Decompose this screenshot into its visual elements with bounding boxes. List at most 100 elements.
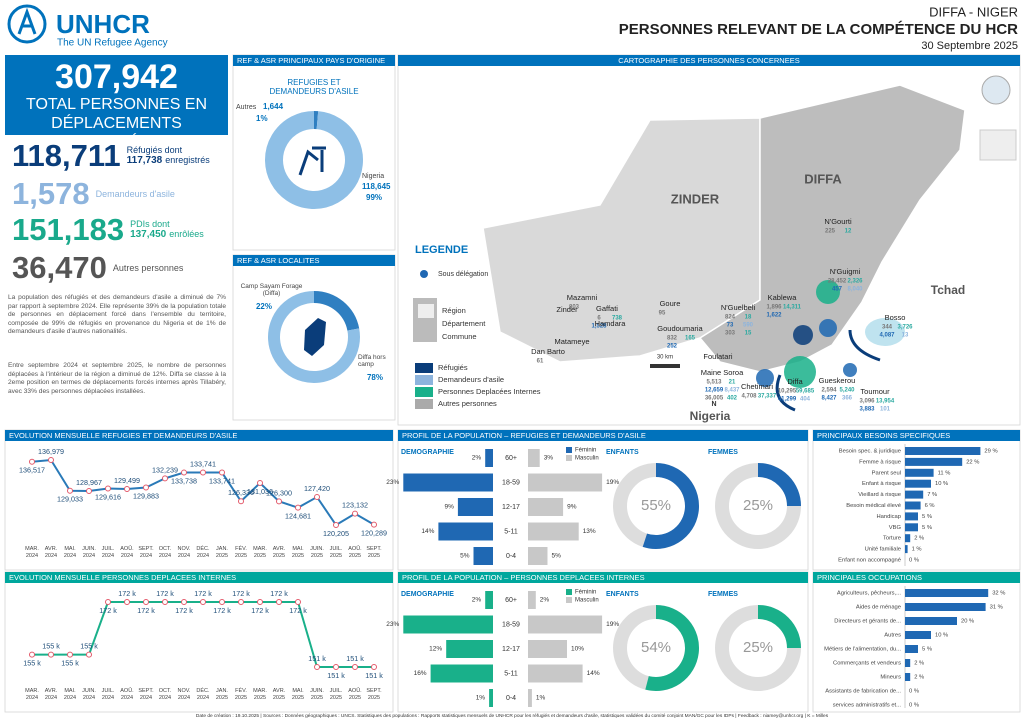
x-tick-label: SEPT. 2025 <box>366 688 382 701</box>
bar <box>905 468 934 477</box>
marker <box>86 651 92 658</box>
category-label: Parent seul <box>872 470 901 476</box>
data-label: 5% <box>460 553 470 560</box>
bar <box>905 534 911 543</box>
bar-female <box>485 449 493 467</box>
bar-female <box>403 615 493 634</box>
data-label: 22 % <box>966 459 979 465</box>
data-label: 10 % <box>935 481 948 487</box>
bar-female <box>446 640 493 658</box>
legend-label: Autres personnes <box>438 399 497 408</box>
bar <box>905 490 924 499</box>
place-figure: 366 <box>842 396 853 402</box>
data-label: 127,420 <box>304 484 330 493</box>
category-label: Aides de ménage <box>856 605 901 611</box>
section-header <box>5 572 393 583</box>
data-label: 123,132 <box>342 501 368 510</box>
lake-chad <box>865 318 905 346</box>
legend-label: Personnes Deplacées Internes <box>438 387 541 396</box>
data-label: 172 k <box>289 606 307 615</box>
x-tick-label: NOV. 2024 <box>177 688 191 701</box>
bar-male <box>528 664 583 683</box>
marker <box>67 487 73 494</box>
section-title: PROFIL DE LA POPULATION – REFUGIES ET DE… <box>402 431 646 440</box>
marker <box>143 484 149 491</box>
age-label: 5-11 <box>504 670 518 677</box>
place-figure: 13,954 <box>876 399 895 405</box>
place-figure: 3,883 <box>859 407 875 413</box>
category-label: Assistants de fabrication de... <box>825 689 901 695</box>
region-label: DIFFA <box>804 171 842 186</box>
bar <box>905 545 908 554</box>
x-tick-label: MAI. 2025 <box>291 546 305 559</box>
marker <box>67 651 73 658</box>
place-figure: 165 <box>685 336 696 342</box>
section-title: REF & ASR LOCALITES <box>237 256 320 265</box>
gauge-title: FEMMES <box>708 591 738 598</box>
bar-male <box>528 640 567 658</box>
kpi-sub: 117,738 enregistrés <box>127 155 210 167</box>
section-title: REF & ASR PRINCIPAUX PAYS D'ORIGINE <box>237 56 385 65</box>
category-label: Directeurs et gérants de... <box>834 619 901 625</box>
x-tick-label: JUIN. 2025 <box>310 688 324 701</box>
gauge-title: ENFANTS <box>606 591 639 598</box>
marker <box>181 599 187 605</box>
data-label: 172 k <box>213 606 231 615</box>
bar <box>905 447 981 455</box>
place-figure: 4,087 <box>879 333 895 339</box>
x-tick-label: AVR. 2025 <box>272 688 286 701</box>
marker <box>124 485 130 492</box>
pie-label: Nigeria <box>362 173 384 180</box>
x-tick-label: MAI. 2025 <box>291 688 305 701</box>
place-figure: 8,427 <box>821 396 837 402</box>
kpi-label: PDIs dont <box>130 218 170 229</box>
place-figure: 10,295 <box>778 389 797 395</box>
data-label: 128,967 <box>76 478 102 487</box>
category-label: services administratifs et... <box>833 703 902 709</box>
section-header <box>398 55 1020 66</box>
place-name: Kablewa <box>768 293 798 302</box>
title: PERSONNES RELEVANT DE LA COMPÉTENCE DU H… <box>619 21 1018 38</box>
bar-female <box>485 591 493 609</box>
logo-emblem <box>7 4 47 44</box>
x-tick-label: FÉV. 2025 <box>234 688 248 701</box>
data-label: 151 k <box>346 654 364 663</box>
place-name: Chetimari <box>741 382 773 391</box>
section-header <box>233 255 395 266</box>
legend-patch <box>418 304 434 318</box>
data-label: 155 k <box>61 659 79 668</box>
category-label: Agriculteurs, pêcheurs,... <box>837 591 902 597</box>
bar <box>905 523 918 532</box>
x-tick-label: DÉC. 2024 <box>196 688 210 701</box>
kpi-row: 151,183 PDIs dont 137,450 enrôlées <box>12 212 227 248</box>
data-label: 10 % <box>935 633 948 639</box>
marker <box>333 522 339 528</box>
legend-label: Réfugiés <box>438 363 468 372</box>
place-name: Maine Soroa <box>701 368 744 377</box>
category-label: Torture <box>883 536 901 542</box>
diffa-region <box>698 84 966 373</box>
place-figure: 6 <box>597 316 601 322</box>
bar <box>905 457 963 466</box>
kpi-sub: 137,450 enrôlées <box>130 229 204 241</box>
x-tick-label: MAR. 2024 <box>25 546 39 559</box>
section-title: PRINCIPALES OCCUPATIONS <box>817 573 922 582</box>
x-tick-label: AOÛ. 2024 <box>120 546 134 559</box>
data-label: 120,289 <box>361 529 387 538</box>
data-label: 6 % <box>925 503 935 509</box>
section-header <box>398 430 808 441</box>
age-label: 5-11 <box>504 528 518 535</box>
bar-female <box>473 547 493 565</box>
kpi-row: 118,711 Réfugiés dont 117,738 enregistrés <box>12 138 227 174</box>
marker <box>162 599 168 605</box>
region-label: Nigeria <box>690 409 731 423</box>
place-figure: 1,528 <box>591 324 607 330</box>
data-label: 151 k <box>308 654 326 663</box>
place-name: Gaffati <box>596 304 618 313</box>
x-tick-label: AOÛ. 2025 <box>348 546 362 559</box>
place-figure: 225 <box>825 229 836 235</box>
map-bubble <box>816 280 840 304</box>
subtitle: DEMOGRAPHIE <box>401 449 454 456</box>
data-label: 126,336 <box>228 488 254 497</box>
marker <box>295 599 301 605</box>
